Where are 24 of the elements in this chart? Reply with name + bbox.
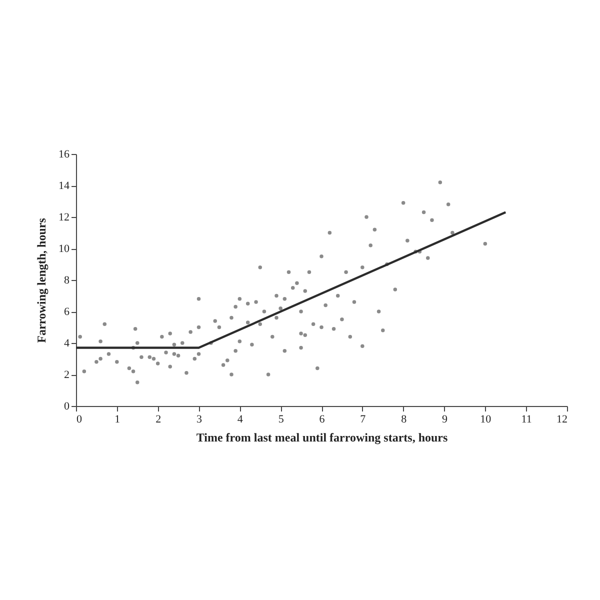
x-tick-label: 3	[196, 414, 202, 426]
y-tick-label: 6	[64, 306, 70, 318]
x-tick-label: 11	[521, 414, 532, 426]
y-tick-label: 12	[58, 212, 70, 224]
x-tick-label: 1	[114, 414, 120, 426]
x-tick-label: 5	[278, 414, 284, 426]
y-tick-label: 2	[64, 369, 70, 381]
y-tick-label: 10	[58, 243, 70, 255]
x-tick-label: 7	[360, 414, 366, 426]
x-tick-label: 12	[556, 414, 568, 426]
x-tick-label: 6	[319, 414, 326, 426]
x-tick-label: 4	[237, 414, 244, 426]
x-tick-label: 9	[442, 414, 448, 426]
x-tick-label: 8	[401, 414, 408, 426]
y-tick-label: 16	[58, 148, 70, 160]
x-tick-label: 10	[480, 414, 492, 426]
y-tick-label: 4	[64, 338, 70, 350]
y-tick-label: 8	[64, 274, 70, 286]
y-tick-label: 0	[64, 400, 70, 412]
x-tick-label: 0	[76, 414, 82, 426]
x-tick-label: 2	[156, 414, 162, 426]
x-axis-title: Time from last meal until farrowing starts, hours	[196, 430, 448, 444]
y-axis-title: Farrowing length, hours	[34, 218, 48, 343]
y-tick-label: 14	[58, 180, 70, 192]
